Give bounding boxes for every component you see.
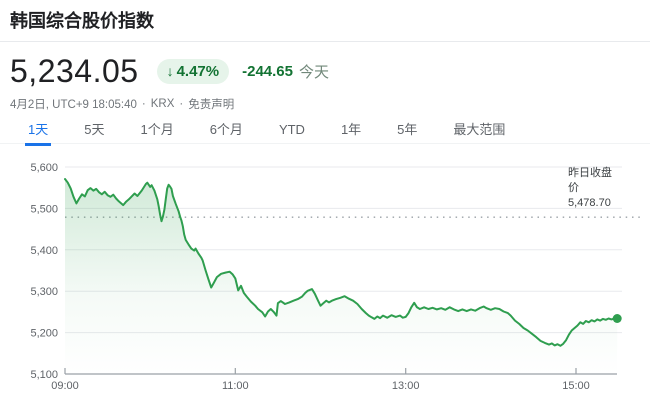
- quote-datetime: 4月2日, UTC+9 18:05:40: [10, 99, 137, 111]
- price-line: [64, 178, 619, 347]
- x-axis-label: 15:00: [562, 380, 590, 392]
- meta-separator: ·: [179, 98, 184, 110]
- tab-1-year[interactable]: 1年: [338, 120, 364, 146]
- change-amount: -244.65: [242, 62, 293, 80]
- previous-close-annotation: 昨日收盘: [568, 165, 612, 179]
- y-axis-label: 5,500: [30, 203, 58, 215]
- tab-1-month[interactable]: 1个月: [137, 120, 176, 146]
- x-axis-label: 13:00: [392, 380, 420, 392]
- change-period: 今天: [298, 63, 329, 81]
- down-arrow-icon: ↓: [166, 63, 174, 79]
- y-axis-label: 5,600: [30, 162, 58, 174]
- change-percent-badge: ↓ 4.47%: [156, 58, 230, 84]
- tab-1-day[interactable]: 1天: [25, 120, 52, 146]
- meta-separator: ·: [141, 98, 146, 110]
- tab-5-year[interactable]: 5年: [394, 120, 420, 146]
- y-axis-label: 5,200: [30, 328, 58, 340]
- page-title: 韩国综合股价指数: [10, 11, 154, 31]
- x-axis-label: 09:00: [51, 380, 79, 392]
- y-axis-label: 5,400: [30, 245, 58, 257]
- y-axis-label: 5,300: [30, 286, 58, 298]
- tab-ytd[interactable]: YTD: [276, 120, 308, 146]
- tab-max-range[interactable]: 最大范围: [450, 120, 508, 146]
- last-price-dot: [612, 314, 622, 323]
- previous-close-annotation: 价: [568, 181, 579, 194]
- title-divider: [0, 41, 650, 42]
- quote-meta: 4月2日, UTC+9 18:05:40 · KRX · 免责声明: [10, 96, 234, 112]
- tabs-hairline: [0, 143, 650, 144]
- price-summary: 5,234.05 ↓ 4.47% -244.65 今天: [10, 52, 329, 90]
- tab-6-month[interactable]: 6个月: [207, 120, 246, 146]
- previous-close-annotation: 5,478.70: [568, 197, 611, 209]
- y-axis-label: 5,100: [30, 369, 58, 381]
- time-range-tabs: 1天 5天 1个月 6个月 YTD 1年 5年 最大范围: [0, 120, 650, 146]
- change-percent: 4.47%: [176, 62, 220, 80]
- tab-5-day[interactable]: 5天: [81, 120, 107, 146]
- price-area-fill: [65, 179, 618, 374]
- x-axis-label: 11:00: [222, 380, 249, 392]
- exchange-name: KRX: [150, 98, 175, 110]
- current-price: 5,234.05: [10, 52, 139, 89]
- disclaimer-link[interactable]: 免责声明: [188, 99, 235, 111]
